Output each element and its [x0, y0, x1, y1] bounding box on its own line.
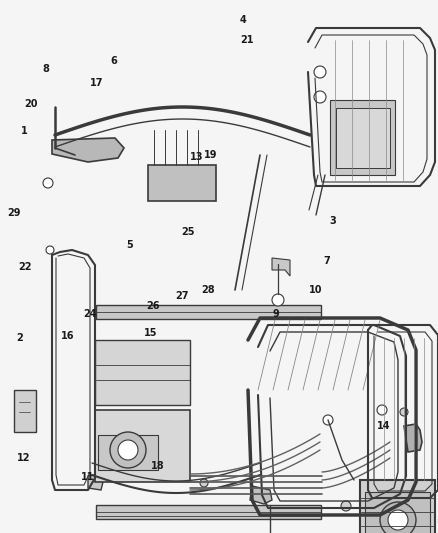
Bar: [98, 435, 158, 470]
Text: 12: 12: [18, 454, 31, 463]
Text: 27: 27: [175, 291, 188, 301]
Text: 14: 14: [377, 422, 390, 431]
Text: 9: 9: [272, 310, 279, 319]
Text: 21: 21: [241, 35, 254, 45]
Text: 5: 5: [126, 240, 133, 250]
Text: 6: 6: [110, 56, 117, 66]
Circle shape: [118, 440, 138, 460]
Bar: [95, 410, 190, 482]
Text: 29: 29: [8, 208, 21, 218]
Text: 13: 13: [191, 152, 204, 162]
Text: 22: 22: [19, 262, 32, 271]
Circle shape: [341, 501, 351, 511]
Circle shape: [380, 502, 416, 533]
Text: 28: 28: [201, 286, 215, 295]
Bar: [148, 165, 216, 201]
Circle shape: [272, 294, 284, 306]
Text: 3: 3: [329, 216, 336, 226]
Circle shape: [388, 510, 408, 530]
Polygon shape: [52, 138, 124, 162]
Text: 15: 15: [145, 328, 158, 338]
Bar: [365, 492, 430, 533]
Circle shape: [400, 408, 408, 416]
Circle shape: [377, 405, 387, 415]
Text: 16: 16: [61, 331, 74, 341]
Polygon shape: [250, 486, 272, 504]
Circle shape: [46, 246, 54, 254]
Polygon shape: [272, 258, 290, 276]
Text: 2: 2: [16, 334, 23, 343]
Bar: [336, 108, 390, 168]
Text: 10: 10: [309, 286, 322, 295]
Text: 1: 1: [21, 126, 28, 135]
Circle shape: [200, 479, 208, 487]
Text: 17: 17: [90, 78, 103, 87]
Text: 4: 4: [240, 15, 247, 25]
Text: 19: 19: [204, 150, 217, 159]
Circle shape: [110, 432, 146, 468]
Text: 7: 7: [323, 256, 330, 266]
Bar: [96, 505, 321, 519]
Bar: [96, 305, 321, 319]
Bar: [360, 480, 435, 533]
Text: 25: 25: [182, 227, 195, 237]
Text: 20: 20: [24, 99, 37, 109]
Bar: [95, 340, 190, 405]
Circle shape: [323, 415, 333, 425]
Text: 24: 24: [83, 310, 96, 319]
Bar: [14, 390, 36, 432]
Bar: [330, 100, 395, 175]
Polygon shape: [404, 424, 422, 452]
Text: 26: 26: [147, 302, 160, 311]
Circle shape: [43, 178, 53, 188]
Circle shape: [314, 91, 326, 103]
Text: 11: 11: [81, 472, 94, 482]
Polygon shape: [88, 474, 103, 490]
Text: 8: 8: [42, 64, 49, 74]
Text: 18: 18: [151, 462, 165, 471]
Circle shape: [314, 66, 326, 78]
